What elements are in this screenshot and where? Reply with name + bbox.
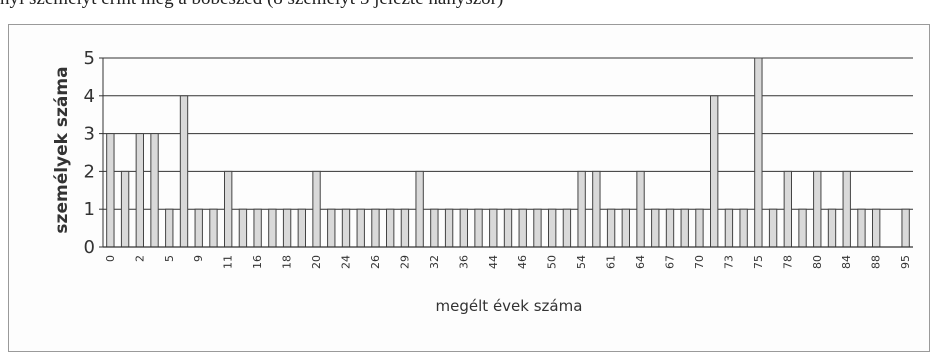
x-tick-label: 2 xyxy=(133,255,146,262)
bar-78 xyxy=(783,170,793,248)
x-tick-label: 26 xyxy=(369,255,382,269)
bar-49 xyxy=(533,208,542,248)
bar-30 xyxy=(415,170,424,248)
bar-20 xyxy=(312,170,321,248)
bar-35 xyxy=(444,208,454,248)
x-tick-label: 78 xyxy=(781,255,794,269)
bar-87 xyxy=(857,208,866,248)
bar-22 xyxy=(327,208,336,248)
x-tick-label: 80 xyxy=(811,255,824,269)
bar-53 xyxy=(562,208,572,248)
y-tick-label: 3 xyxy=(84,124,95,145)
y-tick-labels: 0 1 2 3 4 5 xyxy=(84,48,95,258)
x-tick-labels: 0 2 5 9 11 16 18 20 24 26 29 32 36 44 46 50 54 61 64 67 70 73… xyxy=(104,255,912,269)
x-tick-label: 20 xyxy=(310,255,323,269)
x-tick-label: 95 xyxy=(899,255,912,269)
x-tick-label: 32 xyxy=(428,255,441,269)
x-tick-label: 64 xyxy=(634,255,647,269)
x-tick-label: 44 xyxy=(487,255,500,269)
bar-66 xyxy=(651,208,660,248)
x-tick-label: 84 xyxy=(840,255,853,269)
axes xyxy=(99,57,913,248)
bar-15 xyxy=(238,208,248,248)
bar-70 xyxy=(680,208,689,248)
bar-45 xyxy=(503,208,513,248)
bar-44 xyxy=(489,208,498,248)
bar-26 xyxy=(371,208,380,248)
x-tick-label: 16 xyxy=(251,255,264,269)
x-tick-label: 5 xyxy=(163,255,176,262)
x-tick-label: 46 xyxy=(516,255,529,269)
y-tick-label: 1 xyxy=(84,199,95,220)
bar-72 xyxy=(710,95,719,248)
bar-2 xyxy=(135,133,144,248)
bars xyxy=(106,57,910,248)
bar-88 xyxy=(872,208,881,248)
x-tick-label: 18 xyxy=(281,255,294,269)
bar-67 xyxy=(665,208,675,248)
bar-61 xyxy=(606,208,616,248)
bar-18 xyxy=(282,208,292,248)
x-tick-label: 24 xyxy=(340,255,353,269)
bar-19 xyxy=(297,208,307,248)
bar-32 xyxy=(430,208,439,248)
bar-36 xyxy=(459,208,469,248)
chart-frame: 0 1 2 3 4 5 0 2 5 9 11 16 18 20 24 26 29 32 36 44 46 50 54 61 6… xyxy=(8,24,930,352)
bar-64 xyxy=(636,170,645,248)
y-tick-label: 2 xyxy=(84,161,95,182)
top-caption: nyi személyt érint meg a bőbeszéd (8 sze… xyxy=(0,0,939,10)
bar-75 xyxy=(754,57,763,248)
bar-24 xyxy=(341,208,351,248)
x-tick-label: 67 xyxy=(664,255,677,269)
bar-10 xyxy=(209,208,218,248)
bar-chart: 0 1 2 3 4 5 0 2 5 9 11 16 18 20 24 26 29 32 36 44 46 50 54 61 6… xyxy=(52,48,913,315)
y-tick-label: 0 xyxy=(84,237,95,258)
bar-84 xyxy=(842,170,851,248)
bar-3 xyxy=(150,133,159,248)
bar-27 xyxy=(386,208,395,248)
bar-16 xyxy=(253,208,262,248)
bar-50 xyxy=(548,208,557,248)
bar-54 xyxy=(577,170,586,248)
bar-62 xyxy=(621,208,631,248)
x-tick-label: 70 xyxy=(693,255,706,269)
x-tick-label: 50 xyxy=(546,255,559,269)
bar-80 xyxy=(813,170,822,248)
bar-25 xyxy=(356,208,365,248)
x-tick-label: 61 xyxy=(605,255,618,269)
y-tick-label: 4 xyxy=(84,86,95,107)
bar-77 xyxy=(768,208,778,248)
y-axis-title: személyek száma xyxy=(52,66,72,233)
bar-11 xyxy=(224,170,233,248)
x-tick-label: 88 xyxy=(870,255,883,269)
bar-46 xyxy=(518,208,527,248)
x-tick-label: 36 xyxy=(457,255,470,269)
x-tick-label: 73 xyxy=(722,255,735,269)
bar-82 xyxy=(827,208,837,248)
bar-79 xyxy=(798,208,807,248)
bar-1 xyxy=(120,170,130,248)
x-tick-label: 9 xyxy=(192,255,205,262)
y-tick-label: 5 xyxy=(84,48,95,69)
x-axis-title: megélt évek száma xyxy=(436,297,583,315)
x-tick-label: 29 xyxy=(398,255,411,269)
bar-95 xyxy=(901,208,910,248)
bar-29 xyxy=(400,208,410,248)
x-tick-label: 75 xyxy=(752,255,765,269)
x-tick-label: 54 xyxy=(575,255,588,269)
bar-5 xyxy=(165,208,174,248)
bar-58 xyxy=(592,170,601,248)
bar-7 xyxy=(179,95,189,248)
bar-9 xyxy=(194,208,203,248)
grid-lines xyxy=(103,57,913,210)
bar-74 xyxy=(739,208,748,248)
bar-71 xyxy=(695,208,704,248)
x-tick-label: 0 xyxy=(104,255,117,262)
bar-0 xyxy=(106,133,115,248)
bar-73 xyxy=(724,208,734,248)
bar-37 xyxy=(474,208,483,248)
x-tick-label: 11 xyxy=(222,255,235,269)
bar-17 xyxy=(268,208,277,248)
